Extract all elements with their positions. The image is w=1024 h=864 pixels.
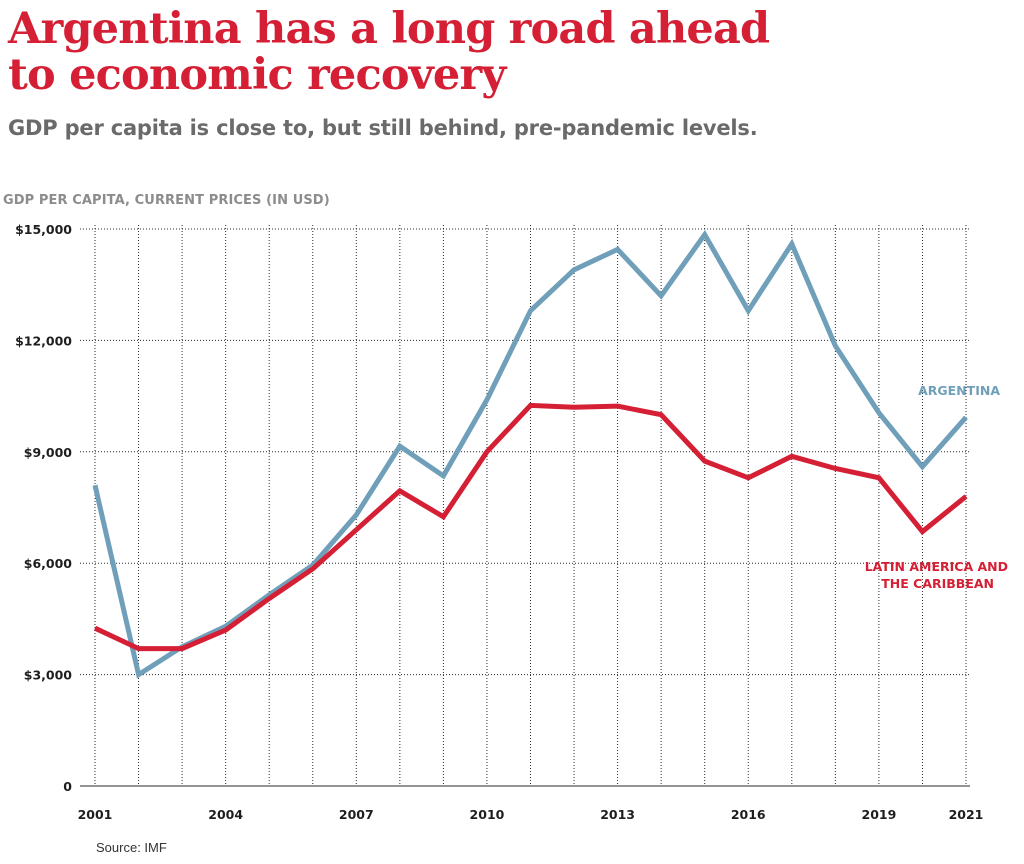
y-tick-label: $15,000 [15,222,72,237]
latin-america-series-line [93,402,968,652]
y-tick-label: $3,000 [24,668,73,683]
grid [80,225,970,787]
x-tick-label: 2001 [78,807,113,822]
y-tick-label: $6,000 [24,556,73,571]
y-tick-label: $9,000 [24,445,73,460]
y-tick-label: $12,000 [15,333,72,348]
x-tick-label: 2019 [862,807,897,822]
chart-title-line-1: Argentina has a long road ahead [8,4,770,54]
x-tick-label: 2007 [339,807,374,822]
series-labels: ARGENTINA LATIN AMERICA AND THE CARIBBEAN [865,383,1008,591]
y-tick-label: 0 [63,779,72,794]
chart-title-line-2: to economic recovery [8,50,506,100]
x-tick-label: 2010 [470,807,505,822]
source-note: Source: IMF [96,840,167,855]
argentina-series-line [92,229,968,679]
latin-america-series-label: THE CARIBBEAN [881,576,994,591]
latin-america-series-label: LATIN AMERICA AND [865,559,1008,574]
x-tick-label: 2004 [208,807,243,822]
argentina-series-label: ARGENTINA [918,383,1000,398]
x-tick-label: 2016 [731,807,766,822]
y-axis-ticks: 0 $3,000 $6,000 $9,000 $12,000 $15,000 [15,222,72,794]
x-axis-ticks: 2001 2004 2007 2010 2013 2016 2019 2021 [78,807,984,822]
x-tick-label: 2021 [949,807,984,822]
x-tick-label: 2013 [600,807,635,822]
series-lines [92,229,968,679]
chart-title: Argentina has a long road ahead to econo… [8,6,908,98]
chart-subtitle: GDP per capita is close to, but still be… [8,116,758,140]
y-axis-title: GDP PER CAPITA, CURRENT PRICES (IN USD) [3,193,330,208]
